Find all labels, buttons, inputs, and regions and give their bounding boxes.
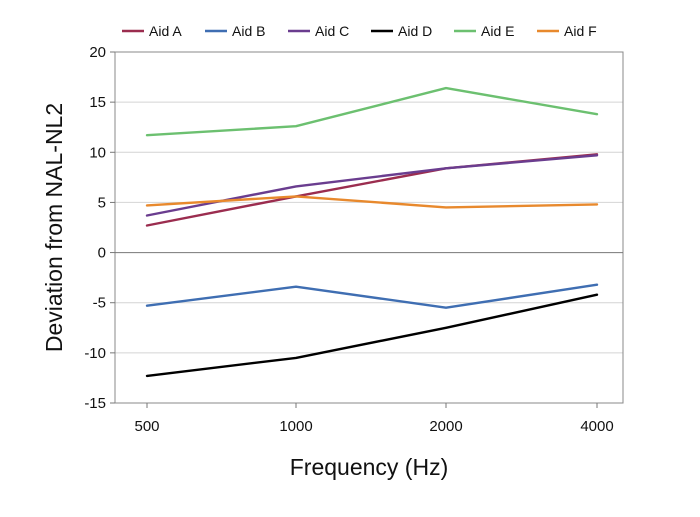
legend-label: Aid F bbox=[564, 23, 597, 39]
y-tick-label: 10 bbox=[89, 144, 106, 161]
legend-label: Aid E bbox=[481, 23, 514, 39]
legend: Aid A Aid B Aid C Aid D Aid E Aid F bbox=[122, 23, 597, 39]
plot-area-frame bbox=[114, 51, 624, 404]
y-axis-ticks: 20 15 10 5 0 -5 -10 -15 bbox=[84, 44, 115, 412]
x-tick-label: 4000 bbox=[580, 418, 613, 435]
legend-item-aid-e: Aid E bbox=[454, 23, 514, 39]
x-axis-title: Frequency (Hz) bbox=[290, 454, 448, 480]
legend-item-aid-d: Aid D bbox=[371, 23, 432, 39]
legend-item-aid-a: Aid A bbox=[122, 23, 182, 39]
series-line-aid-d bbox=[145, 293, 599, 378]
series-line-aid-f bbox=[145, 195, 599, 209]
series-lines bbox=[145, 86, 599, 378]
y-tick-label: 0 bbox=[98, 245, 106, 262]
x-tick-label: 500 bbox=[134, 418, 159, 435]
x-axis-ticks: 500 1000 2000 4000 bbox=[134, 403, 614, 435]
y-tick-label: -10 bbox=[84, 345, 106, 362]
legend-label: Aid D bbox=[398, 23, 432, 39]
y-tick-label: 15 bbox=[89, 94, 106, 111]
legend-item-aid-c: Aid C bbox=[288, 23, 349, 39]
series-line-aid-b bbox=[145, 283, 599, 309]
x-tick-label: 1000 bbox=[279, 418, 312, 435]
y-tick-label: 20 bbox=[89, 44, 106, 61]
y-tick-label: 5 bbox=[98, 194, 106, 211]
legend-label: Aid A bbox=[149, 23, 182, 39]
x-tick-label: 2000 bbox=[429, 418, 462, 435]
series-line-aid-a bbox=[145, 153, 599, 227]
y-tick-label: -15 bbox=[84, 395, 106, 412]
y-tick-label: -5 bbox=[93, 295, 106, 312]
series-line-aid-e bbox=[145, 86, 599, 137]
legend-item-aid-b: Aid B bbox=[205, 23, 265, 39]
legend-item-aid-f: Aid F bbox=[537, 23, 597, 39]
gridlines bbox=[115, 101, 623, 354]
legend-label: Aid B bbox=[232, 23, 265, 39]
y-axis-title: Deviation from NAL-NL2 bbox=[41, 103, 67, 352]
legend-label: Aid C bbox=[315, 23, 349, 39]
